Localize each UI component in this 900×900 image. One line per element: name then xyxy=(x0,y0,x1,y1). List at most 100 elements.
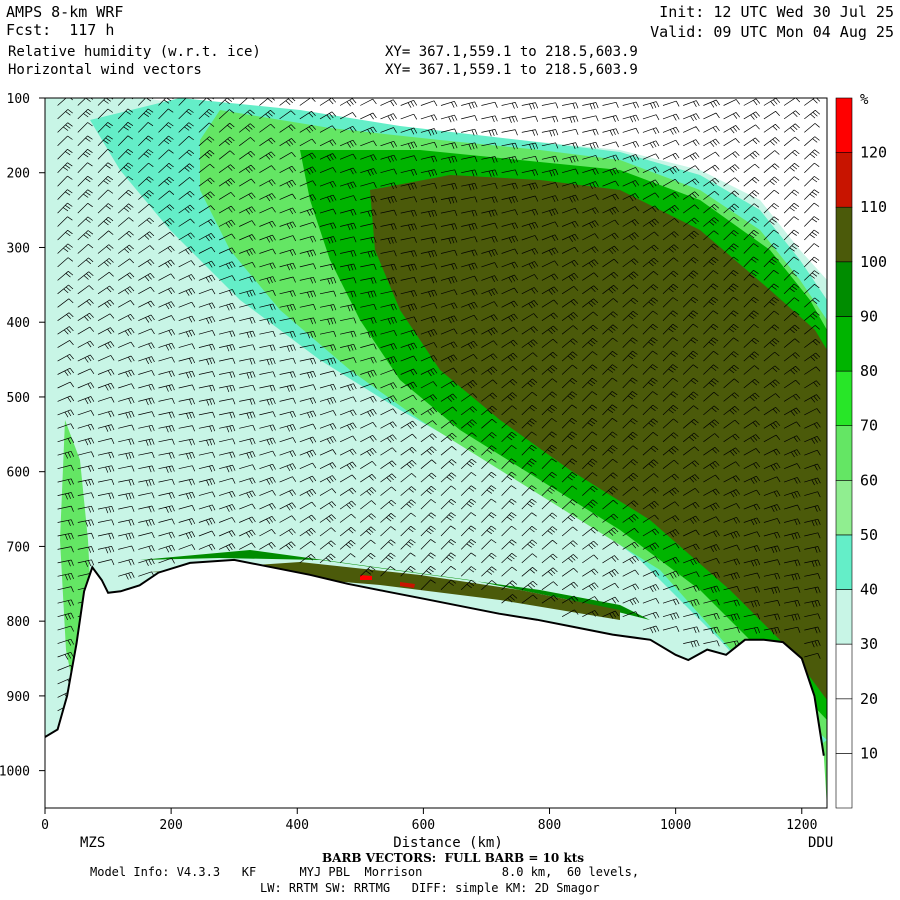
wind-barb-1134 xyxy=(662,529,680,538)
wind-barb-1304 xyxy=(743,626,761,634)
wind-barb-828 xyxy=(501,580,518,591)
wind-barb-400 xyxy=(279,138,296,147)
wind-barb-453 xyxy=(299,397,317,405)
wind-barb-602 xyxy=(380,499,397,510)
wind-barb-1367 xyxy=(783,393,801,402)
wind-barb-1269 xyxy=(743,150,760,160)
wind-barb-900 xyxy=(541,526,558,537)
wind-barb-236 xyxy=(178,218,195,227)
wind-barb-243 xyxy=(178,315,196,323)
wind-barb-433 xyxy=(299,124,316,134)
wind-barb-450 xyxy=(299,357,317,365)
wind-barb-290 xyxy=(198,491,216,498)
wind-barb-861 xyxy=(521,512,537,523)
colorbar-label-1: 20 xyxy=(860,690,878,708)
wind-barb-1294 xyxy=(743,489,761,496)
wind-barb-850 xyxy=(521,365,538,375)
wind-barb-1212 xyxy=(703,488,720,496)
wind-barb-1026 xyxy=(622,140,640,148)
wind-barb-673 xyxy=(420,485,437,496)
wind-barb-115 xyxy=(97,505,115,514)
wind-barb-444 xyxy=(299,276,317,284)
wind-barb-25 xyxy=(57,437,75,444)
wind-barb-853 xyxy=(521,405,538,416)
wind-barb-431 xyxy=(299,98,316,106)
wind-barb-913 xyxy=(561,194,579,203)
wind-barb-92 xyxy=(97,189,114,200)
wind-barb-1404 xyxy=(804,352,821,362)
wind-barb-903 xyxy=(541,567,558,577)
wind-barb-211 xyxy=(158,356,175,363)
wind-barb-1197 xyxy=(703,283,719,295)
x-tick-label-0: 0 xyxy=(41,818,49,833)
wind-barb-140 xyxy=(118,369,135,378)
wind-barb-981 xyxy=(582,582,599,591)
wind-barb-713 xyxy=(440,525,456,537)
wind-barb-636 xyxy=(400,473,417,483)
wind-barb-166 xyxy=(138,231,155,241)
wind-barb-605 xyxy=(380,539,396,550)
wind-barb-637 xyxy=(400,486,417,496)
wind-barb-1159 xyxy=(682,323,699,335)
wind-barb-634 xyxy=(400,446,417,456)
wind-barb-669 xyxy=(420,433,437,443)
wind-barb-59 xyxy=(77,271,94,281)
wind-barb-1178 xyxy=(683,585,700,592)
wind-barb-912 xyxy=(561,181,579,189)
wind-barb-301 xyxy=(218,178,236,187)
wind-barb-229 xyxy=(178,122,194,133)
wind-barb-1339 xyxy=(763,559,781,566)
wind-barb-1072 xyxy=(642,231,659,241)
wind-barb-1018 xyxy=(602,555,619,564)
wind-barb-681 xyxy=(440,100,458,108)
wind-barb-873 xyxy=(541,168,559,177)
wind-barb-657 xyxy=(420,276,438,284)
wind-barb-282 xyxy=(198,384,216,392)
wind-barb-235 xyxy=(178,204,195,214)
wind-barb-986 xyxy=(602,128,619,136)
wind-barb-1106 xyxy=(662,152,680,160)
wind-barb-1288 xyxy=(743,406,760,416)
wind-barb-373 xyxy=(259,234,276,243)
wind-barb-1112 xyxy=(662,231,679,241)
wind-barb-845 xyxy=(521,300,539,309)
wind-barb-1296 xyxy=(743,517,761,526)
wind-barb-1086 xyxy=(642,418,659,429)
wind-barb-1389 xyxy=(804,149,820,160)
wind-barb-447 xyxy=(299,317,317,325)
wind-barb-917 xyxy=(561,246,579,254)
wind-barb-672 xyxy=(420,472,437,483)
wind-barb-891 xyxy=(541,404,558,416)
wind-barb-396 xyxy=(259,541,276,550)
wind-barb-627 xyxy=(400,355,418,362)
wind-barb-804 xyxy=(501,261,519,269)
wind-barb-698 xyxy=(440,328,458,335)
wind-barb-811 xyxy=(501,352,518,362)
wind-barb-852 xyxy=(521,391,538,402)
wind-barb-574 xyxy=(380,127,397,133)
wind-barb-1257 xyxy=(723,544,741,551)
wind-barb-23 xyxy=(57,409,75,418)
wind-barb-523 xyxy=(339,396,357,403)
wind-barb-545 xyxy=(360,223,377,230)
wind-barb-1037 xyxy=(622,284,639,295)
wind-barb-1034 xyxy=(622,245,639,254)
wind-barb-516 xyxy=(340,304,357,312)
wind-barb-221 xyxy=(158,492,175,499)
wind-barb-103 xyxy=(97,341,115,350)
wind-barb-294 xyxy=(198,543,216,551)
wind-barb-969 xyxy=(582,418,598,429)
wind-barb-449 xyxy=(299,344,317,351)
wind-barb-557 xyxy=(360,382,377,389)
wind-barb-1363 xyxy=(783,338,800,348)
wind-barb-423 xyxy=(279,450,297,457)
wind-barb-790 xyxy=(481,566,497,577)
wind-barb-412 xyxy=(279,303,296,312)
wind-barb-1168 xyxy=(682,446,700,456)
wind-barb-696 xyxy=(440,302,458,310)
wind-barb-863 xyxy=(521,539,538,550)
wind-barb-1050 xyxy=(622,459,639,469)
wind-barb-667 xyxy=(420,407,438,416)
wind-barb-350 xyxy=(239,384,256,391)
wind-barb-1158 xyxy=(682,310,699,321)
